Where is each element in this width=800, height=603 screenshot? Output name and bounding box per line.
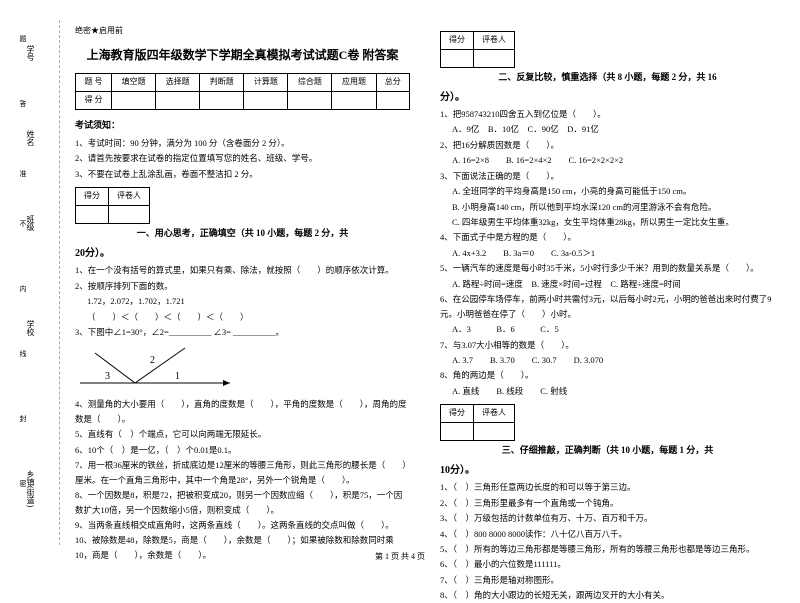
section-3-title: 三、仔细推敲，正确判断（共 10 小题，每题 1 分，共: [440, 443, 775, 457]
q1-2b: 1.72，2.072，1.702，1.721: [75, 294, 410, 308]
q1-9: 9、当两条直线相交成直角时，这两条直线（ ）。这两条直线的交点叫做（ ）。: [75, 518, 410, 532]
score-col-4: 计算题: [244, 73, 288, 91]
seal-mark-3: 不: [18, 220, 28, 227]
exam-title: 上海教育版四年级数学下学期全真模拟考试试题C卷 附答案: [75, 46, 410, 65]
q2-3b: B. 小明身高140 cm，所以他到平均水深120 cm的河里游泳不会有危险。: [440, 200, 775, 214]
mini-score-col2: 评卷人: [109, 188, 150, 206]
q2-4o: A. 4x+3.2 B. 3a＝0 C. 3a-0.5＞1: [440, 246, 775, 260]
seal-mark-0: 题: [18, 35, 28, 42]
q3-4: 4、（ ）800 8000 8000读作：八十亿八百万八千。: [440, 527, 775, 541]
q3-3: 3、（ ）万级包括的计数单位有万、十万、百万和千万。: [440, 511, 775, 525]
section-3-cont: 10分）。: [440, 463, 775, 479]
section-1-cont: 20分）。: [75, 246, 410, 262]
score-col-7: 总分: [376, 73, 409, 91]
q2-5o: A. 路程÷时间=速度 B. 速度×时间=过程 C. 路程÷速度=时间: [440, 277, 775, 291]
q2-1o: A．9亿 B．10亿 C．90亿 D．91亿: [440, 122, 775, 136]
seal-mark-6: 封: [18, 415, 28, 422]
q3-7: 7、（ ）三角形是轴对称图形。: [440, 573, 775, 587]
seal-mark-4: 内: [18, 285, 28, 292]
label-student-id: 学号: [25, 45, 36, 61]
score-col-5: 综合题: [288, 73, 332, 91]
instruction-1: 1、考试时间：90 分钟，满分为 100 分（含卷面分 2 分）。: [75, 136, 410, 150]
mini-score-2: 得分评卷人: [440, 31, 515, 68]
section-1-title: 一、用心思考，正确填空（共 10 小题，每题 2 分，共: [75, 226, 410, 240]
q2-6o: A．3 B．6 C．5: [440, 322, 775, 336]
mini-score-col2: 评卷人: [474, 405, 515, 423]
instruction-3: 3、不要在试卷上乱涂乱画，卷面不整洁扣 2 分。: [75, 167, 410, 181]
q2-8: 8、角的两边是（ ）。: [440, 368, 775, 382]
confidential-label: 绝密★启用前: [75, 25, 410, 38]
q1-4: 4、测量角的大小要用（ ），直角的度数是（ ），平角的度数是（ ），周角的度数是…: [75, 397, 410, 426]
instructions-head: 考试须知：: [75, 118, 410, 132]
page-footer: 第 1 页 共 4 页: [0, 551, 800, 562]
table-row: 题 号 填空题 选择题 判断题 计算题 综合题 应用题 总分: [76, 73, 410, 91]
q2-4: 4、下面式子中是方程的是（ ）。: [440, 230, 775, 244]
score-table: 题 号 填空题 选择题 判断题 计算题 综合题 应用题 总分 得 分: [75, 73, 410, 110]
svg-text:2: 2: [150, 355, 155, 366]
mini-score-1: 得分评卷人: [75, 187, 150, 224]
seal-mark-7: 密: [18, 480, 28, 487]
section-2-cont: 分）。: [440, 90, 775, 106]
q2-2o: A. 16=2×8 B. 16=2×4×2 C. 16=2×2×2×2: [440, 153, 775, 167]
mini-score-col1: 得分: [76, 188, 109, 206]
q1-2c: （ ）＜（ ）＜（ ）＜（ ）: [75, 310, 410, 324]
instruction-2: 2、请首先按要求在试卷的指定位置填写您的姓名、班级、学号。: [75, 151, 410, 165]
column-right: 得分评卷人 二、反复比较，慎重选择（共 8 小题，每题 2 分，共 16 分）。…: [425, 20, 790, 545]
main-content: 绝密★启用前 上海教育版四年级数学下学期全真模拟考试试题C卷 附答案 题 号 填…: [60, 20, 790, 545]
score-col-6: 应用题: [332, 73, 376, 91]
svg-text:3: 3: [105, 371, 110, 382]
seal-mark-2: 准: [18, 170, 28, 177]
q1-2a: 2、按顺序排列下面的数。: [75, 279, 410, 293]
q2-5: 5、一辆汽车的速度是每小时35千米，5小时行多少千米？用到的数量关系是（ ）。: [440, 261, 775, 275]
q3-1: 1、（ ）三角形任意两边长度的和可以等于第三边。: [440, 480, 775, 494]
section-2-title: 二、反复比较，慎重选择（共 8 小题，每题 2 分，共 16: [440, 70, 775, 84]
q3-2: 2、（ ）三角形里最多有一个直角或一个钝角。: [440, 496, 775, 510]
q2-3c: C. 四年级男生平均体重32kg，女生平均体重28kg，所以男生一定比女生重。: [440, 215, 775, 229]
label-town: 乡镇(街道): [25, 470, 36, 507]
q1-6: 6、10个（ ）是一亿，（ ）个0.01是0.1。: [75, 443, 410, 457]
q1-1: 1、在一个没有括号的算式里，如果只有乘、除法，就按照（ ）的顺序依次计算。: [75, 263, 410, 277]
q1-8: 8、一个因数是8，积是72，把被积变成20，则另一个因数应缩（ ），积是75，一…: [75, 488, 410, 517]
q2-7: 7、与3.07大小相等的数是（ ）。: [440, 338, 775, 352]
page: 学号 姓名 班级 学校 乡镇(街道) 题 答 准 不 内 线 封 密 绝密★启用…: [0, 0, 800, 545]
mini-score-col1: 得分: [441, 32, 474, 50]
q2-6: 6、在公园停车场停车，前两小时共需付3元，以后每小时2元，小明的爸爸出来时付费了…: [440, 292, 775, 321]
seal-mark-1: 答: [18, 100, 28, 107]
score-col-1: 填空题: [112, 73, 156, 91]
q2-7o: A. 3.7 B. 3.70 C. 30.7 D. 3.070: [440, 353, 775, 367]
mini-score-col2: 评卷人: [474, 32, 515, 50]
angle-figure: 3 2 1: [75, 343, 195, 393]
score-col-0: 题 号: [76, 73, 112, 91]
label-school: 学校: [25, 320, 36, 336]
mini-score-3: 得分评卷人: [440, 404, 515, 441]
q1-5: 5、直线有（ ）个端点，它可以向两端无限延长。: [75, 427, 410, 441]
q2-8o: A. 直线 B. 线段 C. 射线: [440, 384, 775, 398]
q2-3a: A. 全班同学的平均身高是150 cm，小亮的身高可能低于150 cm。: [440, 184, 775, 198]
q1-3: 3、下图中∠1=30°，∠2=__________ ∠3= __________…: [75, 325, 410, 339]
svg-text:1: 1: [175, 371, 180, 382]
label-name: 姓名: [25, 130, 36, 146]
score-row2: 得 分: [76, 91, 112, 109]
angle-svg: 3 2 1: [75, 343, 235, 393]
binding-margin: 学号 姓名 班级 学校 乡镇(街道) 题 答 准 不 内 线 封 密: [10, 20, 60, 545]
q2-3: 3、下面说法正确的是（ ）。: [440, 169, 775, 183]
mini-score-col1: 得分: [441, 405, 474, 423]
score-col-3: 判断题: [200, 73, 244, 91]
score-col-2: 选择题: [156, 73, 200, 91]
seal-mark-5: 线: [18, 350, 28, 357]
q2-1: 1、把958743210四舍五入到亿位是（ ）。: [440, 107, 775, 121]
q2-2: 2、把16分解质因数是（ ）。: [440, 138, 775, 152]
table-row: 得 分: [76, 91, 410, 109]
column-left: 绝密★启用前 上海教育版四年级数学下学期全真模拟考试试题C卷 附答案 题 号 填…: [60, 20, 425, 545]
q1-7: 7、用一根36厘米的铁丝，折成底边是12厘米的等腰三角形，则此三角形的腰长是（ …: [75, 458, 410, 487]
q3-8: 8、（ ）角的大小跟边的长短无关，跟两边叉开的大小有关。: [440, 588, 775, 602]
